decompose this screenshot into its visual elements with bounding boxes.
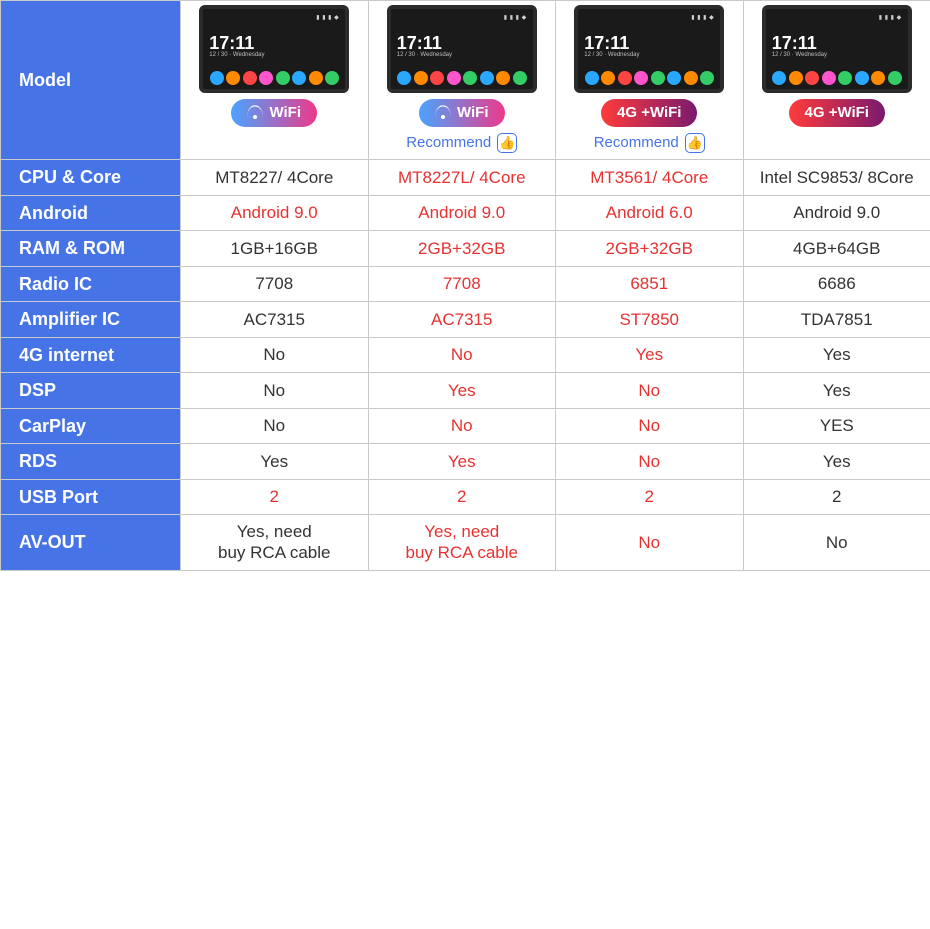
- row-label-dsp: DSP: [1, 373, 181, 409]
- badge-4g-wifi: 4G +WiFi: [601, 99, 697, 127]
- device-thumb: ▮ ▮ ▮ ◆ 17:11 12 / 30 · Wednesday: [199, 5, 349, 93]
- cell-rds-2: No: [556, 444, 744, 480]
- cell-amp-3: TDA7851: [744, 302, 930, 338]
- cell-radio-3: 6686: [744, 267, 930, 303]
- model-col-0: ▮ ▮ ▮ ◆ 17:11 12 / 30 · Wednesday WiFi: [181, 1, 369, 160]
- row-label-rds: RDS: [1, 444, 181, 480]
- cell-ram-0: 1GB+16GB: [181, 231, 369, 267]
- cell-ram-2: 2GB+32GB: [556, 231, 744, 267]
- row-label-ram: RAM & ROM: [1, 231, 181, 267]
- cell-android-1: Android 9.0: [369, 196, 557, 232]
- cell-cpu-3: Intel SC9853/ 8Core: [744, 160, 930, 196]
- device-dock: [209, 71, 339, 85]
- cell-usb-2: 2: [556, 480, 744, 516]
- badge-wifi: WiFi: [231, 99, 317, 127]
- row-label-android: Android: [1, 196, 181, 232]
- cell-cpu-2: MT3561/ 4Core: [556, 160, 744, 196]
- thumbs-up-icon: 👍: [497, 133, 517, 153]
- model-col-1: ▮ ▮ ▮ ◆ 17:11 12 / 30 · Wednesday WiFi R…: [369, 1, 557, 160]
- wifi-icon: [435, 107, 451, 119]
- badge-text: WiFi: [457, 104, 489, 123]
- cell-android-3: Android 9.0: [744, 196, 930, 232]
- cell-android-0: Android 9.0: [181, 196, 369, 232]
- device-dock: [584, 71, 714, 85]
- badge-4g-wifi: 4G +WiFi: [789, 99, 885, 127]
- badge-text: 4G +WiFi: [617, 104, 681, 123]
- cell-android-2: Android 6.0: [556, 196, 744, 232]
- row-label-cpu: CPU & Core: [1, 160, 181, 196]
- cell-radio-0: 7708: [181, 267, 369, 303]
- cell-radio-2: 6851: [556, 267, 744, 303]
- cell-4g-1: No: [369, 338, 557, 374]
- cell-amp-1: AC7315: [369, 302, 557, 338]
- cell-carplay-0: No: [181, 409, 369, 445]
- device-thumb: ▮ ▮ ▮ ◆ 17:11 12 / 30 · Wednesday: [762, 5, 912, 93]
- thumbs-up-icon: 👍: [685, 133, 705, 153]
- cell-cpu-1: MT8227L/ 4Core: [369, 160, 557, 196]
- cell-dsp-1: Yes: [369, 373, 557, 409]
- wifi-icon: [247, 107, 263, 119]
- row-label-carplay: CarPlay: [1, 409, 181, 445]
- cell-usb-0: 2: [181, 480, 369, 516]
- model-col-3: ▮ ▮ ▮ ◆ 17:11 12 / 30 · Wednesday 4G +Wi…: [744, 1, 930, 160]
- cell-radio-1: 7708: [369, 267, 557, 303]
- cell-rds-0: Yes: [181, 444, 369, 480]
- device-dock: [772, 71, 902, 85]
- row-label-usb: USB Port: [1, 480, 181, 516]
- device-thumb: ▮ ▮ ▮ ◆ 17:11 12 / 30 · Wednesday: [387, 5, 537, 93]
- row-label-amp: Amplifier IC: [1, 302, 181, 338]
- row-label-radio: Radio IC: [1, 267, 181, 303]
- cell-carplay-3: YES: [744, 409, 930, 445]
- cell-carplay-1: No: [369, 409, 557, 445]
- recommend-label: Recommend 👍: [406, 133, 517, 153]
- row-label-avout: AV-OUT: [1, 515, 181, 571]
- cell-4g-2: Yes: [556, 338, 744, 374]
- badge-text: 4G +WiFi: [805, 104, 869, 123]
- cell-usb-1: 2: [369, 480, 557, 516]
- badge-text: WiFi: [269, 104, 301, 123]
- device-dock: [397, 71, 527, 85]
- recommend-label: Recommend 👍: [594, 133, 705, 153]
- cell-usb-3: 2: [744, 480, 930, 516]
- cell-rds-3: Yes: [744, 444, 930, 480]
- cell-carplay-2: No: [556, 409, 744, 445]
- comparison-table: Model ▮ ▮ ▮ ◆ 17:11 12 / 30 · Wednesday …: [0, 0, 930, 571]
- cell-rds-1: Yes: [369, 444, 557, 480]
- cell-avout-1: Yes, need buy RCA cable: [369, 515, 557, 571]
- cell-avout-3: No: [744, 515, 930, 571]
- device-thumb: ▮ ▮ ▮ ◆ 17:11 12 / 30 · Wednesday: [574, 5, 724, 93]
- cell-avout-2: No: [556, 515, 744, 571]
- cell-ram-1: 2GB+32GB: [369, 231, 557, 267]
- cell-amp-2: ST7850: [556, 302, 744, 338]
- row-label-model: Model: [1, 1, 181, 160]
- cell-dsp-3: Yes: [744, 373, 930, 409]
- cell-4g-0: No: [181, 338, 369, 374]
- model-col-2: ▮ ▮ ▮ ◆ 17:11 12 / 30 · Wednesday 4G +Wi…: [556, 1, 744, 160]
- cell-ram-3: 4GB+64GB: [744, 231, 930, 267]
- cell-amp-0: AC7315: [181, 302, 369, 338]
- row-label-4g: 4G internet: [1, 338, 181, 374]
- cell-dsp-2: No: [556, 373, 744, 409]
- badge-wifi: WiFi: [419, 99, 505, 127]
- cell-avout-0: Yes, need buy RCA cable: [181, 515, 369, 571]
- cell-4g-3: Yes: [744, 338, 930, 374]
- cell-cpu-0: MT8227/ 4Core: [181, 160, 369, 196]
- cell-dsp-0: No: [181, 373, 369, 409]
